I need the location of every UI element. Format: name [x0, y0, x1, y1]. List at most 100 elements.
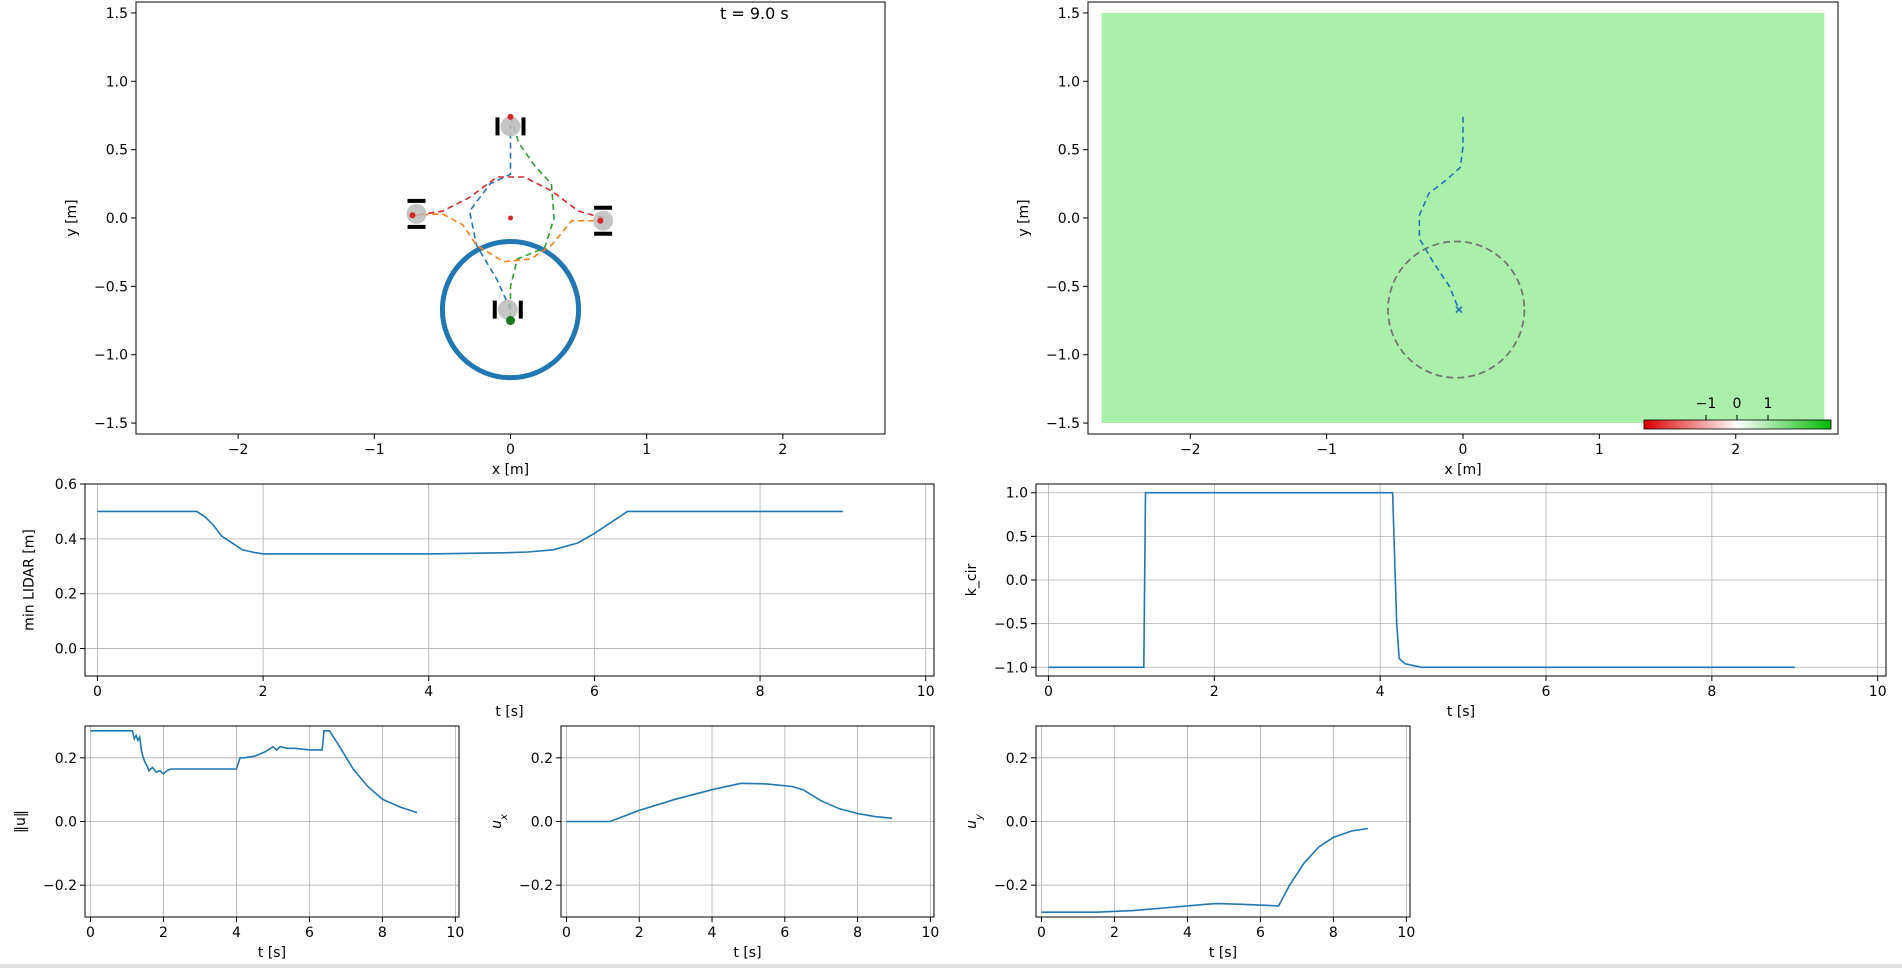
y-tick-label: 0.0	[55, 815, 77, 831]
x-axis-label: x [m]	[1444, 462, 1481, 478]
robot-wheel	[407, 224, 426, 229]
y-tick-label: −0.2	[519, 878, 553, 894]
goal-marker	[597, 217, 604, 224]
y-tick-label: 0.6	[55, 477, 77, 493]
x-tick-label: 8	[1329, 925, 1338, 941]
dashed-circle	[1387, 240, 1526, 379]
robot-body	[497, 299, 518, 320]
y-tick-label: −0.5	[994, 617, 1028, 633]
goal-marker	[506, 316, 515, 326]
x-axis-label: t [s]	[258, 945, 286, 961]
colorbar-tick-label: −1	[1696, 396, 1717, 412]
y-axis-label: ‖u‖	[13, 810, 29, 833]
y-tick-label: 0.0	[531, 815, 553, 831]
colorbar-tick-label: 0	[1733, 396, 1742, 412]
y-axis-label: uy	[964, 813, 985, 829]
y-tick-label: 0.0	[1058, 211, 1080, 227]
x-tick-label: 2	[259, 684, 268, 700]
x-tick-label: 10	[1869, 684, 1887, 700]
x-tick-label: 4	[232, 925, 241, 941]
series-line	[90, 730, 418, 814]
y-tick-label: −0.2	[994, 878, 1028, 894]
x-tick-label: 4	[1183, 925, 1192, 941]
y-axis-label: y [m]	[64, 199, 80, 236]
series-line	[97, 510, 843, 555]
obstacle-circle	[439, 239, 582, 381]
x-tick-label: 4	[708, 925, 717, 941]
axes-frame	[1087, 1, 1839, 435]
x-tick-label: 4	[424, 684, 433, 700]
x-tick-label: 8	[378, 925, 387, 941]
x-tick-label: 10	[917, 684, 935, 700]
x-tick-label: 2	[1110, 925, 1119, 941]
y-tick-label: 0.2	[1006, 751, 1028, 767]
y-axis-label: min LIDAR [m]	[22, 529, 38, 631]
y-tick-label: 0.2	[55, 751, 77, 767]
u-y-panel: 0 2 4 6 8 10 −0.2 0.0 0.2 t [s] uy	[964, 725, 1415, 961]
robot-wheel	[594, 205, 613, 210]
y-tick-label: 1.0	[106, 74, 128, 90]
x-tick-label: 6	[590, 684, 599, 700]
x-tick-label: 1	[1595, 442, 1604, 458]
y-tick-label: −0.5	[1046, 279, 1080, 295]
x-tick-label: 6	[305, 925, 314, 941]
series-line	[1041, 827, 1369, 913]
x-tick-label: 6	[1542, 684, 1551, 700]
x-axis-label: t [s]	[733, 945, 761, 961]
robot-body	[406, 203, 427, 224]
axes-frame	[84, 483, 935, 677]
x-tick-label: 2	[635, 925, 644, 941]
y-tick-label: 1.0	[1058, 74, 1080, 90]
robot-wheel	[495, 117, 500, 136]
x-axis-label: x [m]	[492, 462, 529, 478]
y-tick-label: 0.5	[1058, 143, 1080, 159]
x-marker	[1455, 306, 1463, 314]
axes-frame	[1035, 725, 1411, 918]
y-tick-label: −1.0	[1046, 348, 1080, 364]
y-tick-label: −0.5	[94, 279, 128, 295]
colorbar: −1 0 1	[1643, 396, 1832, 430]
robot-wheel	[518, 300, 523, 319]
robot	[406, 198, 427, 229]
robot-wheel	[521, 117, 526, 136]
x-tick-label: 2	[1210, 684, 1219, 700]
y-tick-label: 1.5	[106, 6, 128, 22]
x-tick-label: 0	[1459, 442, 1468, 458]
goal-marker	[507, 113, 514, 120]
y-tick-label: 0.2	[55, 587, 77, 603]
x-tick-label: 0	[86, 925, 95, 941]
y-tick-label: −1.5	[94, 416, 128, 432]
y-tick-label: 0.5	[106, 143, 128, 159]
x-axis-label: t [s]	[495, 704, 523, 720]
x-tick-label: 1	[642, 442, 651, 458]
axes-frame	[84, 725, 460, 918]
x-tick-label: 6	[1256, 925, 1265, 941]
y-tick-label: 1.0	[1006, 486, 1028, 502]
x-axis-label: t [s]	[1209, 945, 1237, 961]
y-tick-label: −1.5	[1046, 416, 1080, 432]
y-axis-label: y [m]	[1016, 199, 1032, 236]
x-tick-label: 8	[756, 684, 765, 700]
scene-left-panel: −2 −1 0 1 2 −1.5 −1.0 −0.5 0.0 0.5 1.0 1.5 x [m] y [m…	[64, 1, 886, 478]
x-tick-label: 2	[1731, 442, 1740, 458]
axes-frame	[135, 1, 886, 435]
safety-field	[1101, 12, 1825, 424]
y-tick-label: 1.5	[1058, 6, 1080, 22]
y-axis-label: k_cir	[964, 564, 980, 597]
trajectory-line	[412, 213, 601, 263]
trajectory-line	[1418, 116, 1464, 310]
x-tick-label: 0	[506, 442, 515, 458]
x-tick-label: 0	[1037, 925, 1046, 941]
x-tick-label: 0	[93, 684, 102, 700]
y-tick-label: 0.0	[55, 642, 77, 658]
y-tick-label: 0.4	[55, 532, 77, 548]
x-tick-label: 2	[778, 442, 787, 458]
window-bottom-border	[0, 964, 1902, 968]
y-tick-label: −0.2	[43, 878, 77, 894]
x-tick-label: 10	[921, 925, 939, 941]
center-point	[508, 215, 513, 221]
y-tick-label: −1.0	[94, 348, 128, 364]
x-tick-label: 10	[446, 925, 464, 941]
y-tick-label: 0.2	[531, 751, 553, 767]
